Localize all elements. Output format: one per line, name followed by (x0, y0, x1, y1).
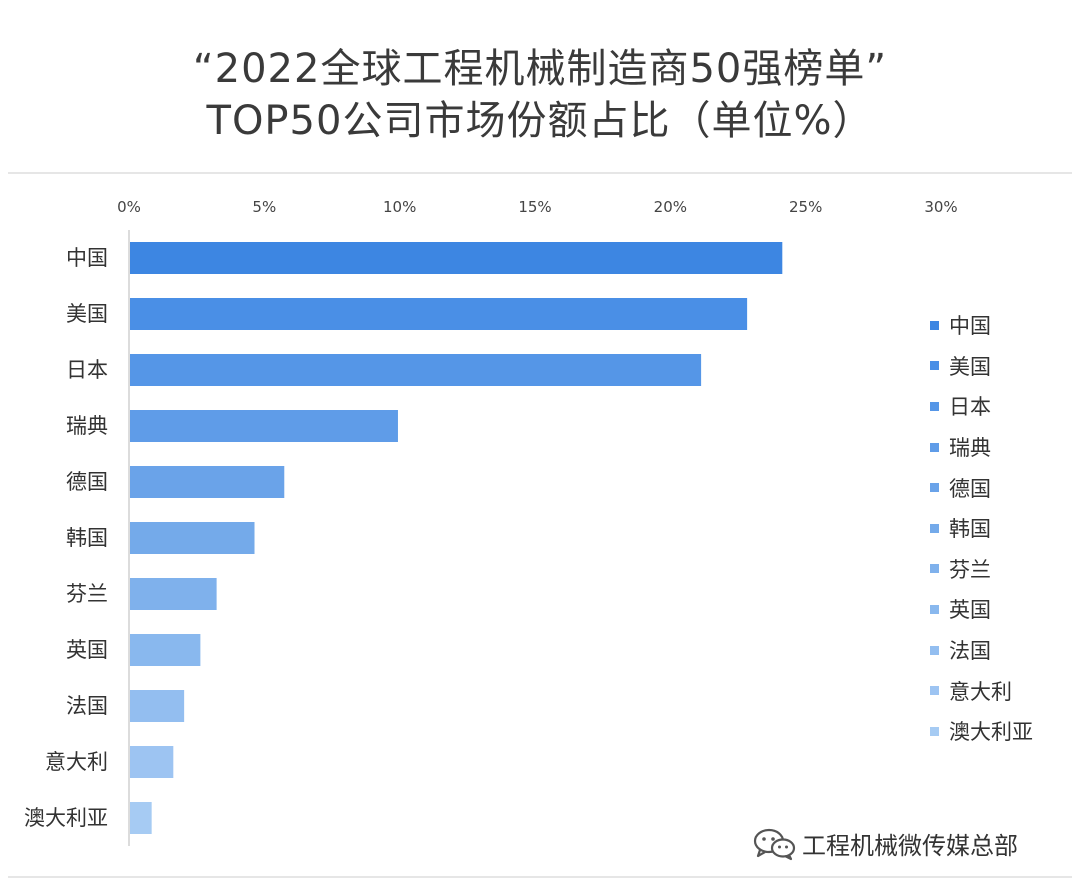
category-label: 美国 (66, 302, 108, 326)
legend-label: 澳大利亚 (949, 720, 1033, 745)
category-label: 中国 (66, 246, 108, 270)
chart-title-line-2: TOP50公司市场份额占比（单位%） (206, 98, 874, 144)
legend-item: 英国 (930, 589, 1070, 630)
category-label: 韩国 (66, 526, 108, 550)
watermark: 工程机械微传媒总部 (752, 826, 1018, 861)
x-tick-label: 25% (789, 198, 822, 216)
category-label: 澳大利亚 (24, 806, 108, 830)
bottom-divider (8, 876, 1072, 878)
category-label: 德国 (66, 470, 108, 494)
legend-swatch (930, 523, 939, 533)
bar-3 (130, 354, 702, 386)
legend-label: 意大利 (949, 679, 1012, 704)
legend-label: 中国 (949, 314, 991, 339)
bar-9 (130, 690, 185, 722)
legend-item: 韩国 (930, 508, 1070, 549)
legend-swatch (930, 645, 939, 655)
bar-1 (130, 242, 783, 274)
bar-11 (130, 802, 152, 834)
bar-6 (130, 522, 255, 554)
legend-label: 法国 (949, 639, 991, 664)
legend-swatch (930, 564, 939, 574)
category-label: 英国 (66, 638, 108, 662)
legend-item: 日本 (930, 386, 1070, 427)
category-label: 日本 (66, 358, 108, 382)
category-label: 瑞典 (66, 414, 108, 438)
bar-2 (130, 298, 748, 330)
legend-label: 瑞典 (949, 436, 991, 461)
legend-item: 澳大利亚 (930, 711, 1070, 752)
x-tick-label: 5% (252, 198, 276, 216)
legend-swatch (930, 483, 939, 493)
x-tick-label: 0% (117, 198, 141, 216)
legend-item: 意大利 (930, 670, 1070, 711)
legend-item: 德国 (930, 467, 1070, 508)
legend-item: 瑞典 (930, 427, 1070, 468)
x-tick-label: 20% (654, 198, 687, 216)
bar-4 (130, 410, 398, 442)
legend-label: 美国 (949, 354, 991, 379)
legend-item: 美国 (930, 346, 1070, 387)
legend-swatch (930, 320, 939, 330)
legend-label: 英国 (949, 598, 991, 623)
legend-label: 日本 (949, 395, 991, 420)
legend-swatch (930, 686, 939, 696)
category-label: 法国 (66, 694, 108, 718)
x-tick-label: 15% (518, 198, 551, 216)
legend-item: 中国 (930, 305, 1070, 346)
legend-label: 芬兰 (949, 557, 991, 582)
category-label: 意大利 (45, 750, 108, 774)
top-divider (8, 172, 1072, 174)
legend-swatch (930, 726, 939, 736)
x-tick-label: 30% (924, 198, 957, 216)
chart-title-line-1: “2022全球工程机械制造商50强榜单” (192, 46, 888, 92)
watermark-text: 工程机械微传媒总部 (802, 832, 1018, 860)
legend-swatch (930, 361, 939, 371)
bar-10 (130, 746, 174, 778)
wechat-icon (753, 828, 796, 860)
legend-swatch (930, 604, 939, 614)
category-label: 芬兰 (66, 582, 108, 606)
legend-label: 韩国 (949, 517, 991, 542)
legend-item: 芬兰 (930, 549, 1070, 590)
legend: 中国美国日本瑞典德国韩国芬兰英国法国意大利澳大利亚 (930, 305, 1070, 752)
x-tick-label: 10% (383, 198, 416, 216)
bar-7 (130, 578, 217, 610)
legend-swatch (930, 401, 939, 411)
legend-item: 法国 (930, 630, 1070, 671)
legend-swatch (930, 442, 939, 452)
legend-label: 德国 (949, 476, 991, 501)
bar-5 (130, 466, 285, 498)
bar-8 (130, 634, 201, 666)
